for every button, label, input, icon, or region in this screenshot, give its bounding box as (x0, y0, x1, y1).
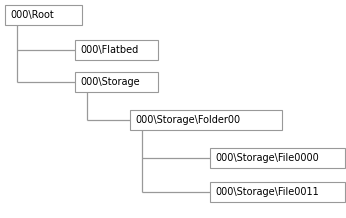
FancyBboxPatch shape (210, 148, 345, 168)
Text: 000\Storage\Folder00: 000\Storage\Folder00 (135, 115, 240, 125)
Text: 000\Root: 000\Root (10, 10, 54, 20)
Text: 000\Flatbed: 000\Flatbed (80, 45, 138, 55)
FancyBboxPatch shape (210, 182, 345, 202)
FancyBboxPatch shape (5, 5, 82, 25)
FancyBboxPatch shape (75, 40, 158, 60)
Text: 000\Storage\File0011: 000\Storage\File0011 (215, 187, 319, 197)
FancyBboxPatch shape (130, 110, 282, 130)
Text: 000\Storage: 000\Storage (80, 77, 140, 87)
FancyBboxPatch shape (75, 72, 158, 92)
Text: 000\Storage\File0000: 000\Storage\File0000 (215, 153, 319, 163)
